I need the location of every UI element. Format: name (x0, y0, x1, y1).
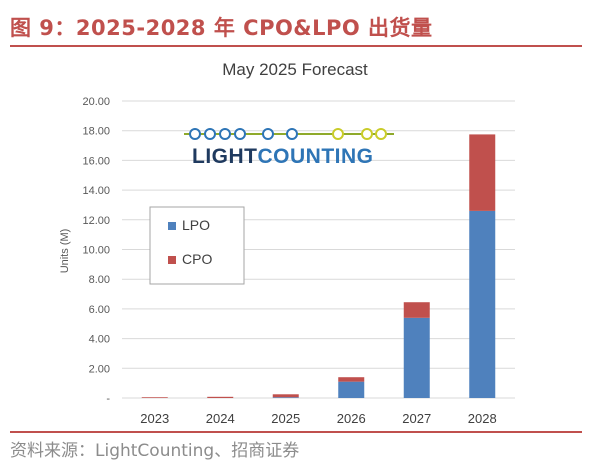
x-tick-label: 2028 (468, 411, 497, 426)
y-tick-label: 2.00 (89, 363, 110, 375)
x-tick-label: 2024 (206, 411, 235, 426)
logo-text-light: COUNTING (258, 145, 374, 168)
bar-lpo-2027 (403, 317, 430, 398)
x-tick-labels: 2023 2024 2025 2026 2027 2028 (140, 411, 496, 426)
y-tick-label: 20.00 (82, 96, 110, 108)
source-note: 资料来源：LightCounting、招商证券 (10, 441, 300, 461)
y-tick-label: - (106, 393, 110, 405)
bar-cpo-2027 (403, 302, 430, 318)
y-tick-label: 8.00 (89, 274, 110, 286)
bar-cpo-2028 (469, 134, 496, 211)
x-tick-label: 2025 (271, 411, 300, 426)
figure-title: 图 9：2025-2028 年 CPO&LPO 出货量 (10, 16, 433, 40)
legend-label-lpo: LPO (182, 217, 210, 233)
bar-cpo-2024 (207, 396, 234, 398)
y-tick-label: 14.00 (82, 185, 110, 197)
bars (141, 134, 496, 398)
svg-text:LIGHTCOUNTING: LIGHTCOUNTING (192, 145, 374, 168)
y-tick-label: 6.00 (89, 304, 110, 316)
y-axis-label: Units (M) (59, 229, 71, 274)
y-tick-label: 10.00 (82, 245, 110, 257)
legend-swatch-cpo (168, 256, 176, 264)
logo: LIGHTCOUNTING (184, 128, 394, 168)
legend-swatch-lpo (168, 222, 176, 230)
logo-dots-icon (184, 128, 394, 140)
bar-cpo-2026 (338, 377, 365, 382)
legend-label-cpo: CPO (182, 251, 212, 267)
title-rule (10, 45, 582, 47)
chart-title: May 2025 Forecast (222, 60, 368, 79)
gridlines (122, 100, 515, 399)
y-tick-label: 12.00 (82, 215, 110, 227)
x-tick-label: 2027 (402, 411, 431, 426)
y-tick-label: 4.00 (89, 334, 110, 346)
bar-lpo-2028 (469, 210, 496, 398)
source-rule (10, 431, 582, 433)
bar-lpo-2026 (338, 381, 365, 398)
y-tick-label: 16.00 (82, 155, 110, 167)
bar-cpo-2023 (141, 397, 168, 398)
legend: LPO CPO (149, 206, 245, 285)
x-tick-label: 2026 (337, 411, 366, 426)
x-tick-label: 2023 (140, 411, 169, 426)
logo-text-dark: LIGHT (192, 145, 258, 168)
bar-lpo-2025 (272, 397, 299, 398)
y-tick-labels: - 2.00 4.00 6.00 8.00 10.00 12.00 14.00 16.00 18.… (82, 96, 110, 405)
bar-cpo-2025 (272, 394, 299, 398)
y-tick-label: 18.00 (82, 126, 110, 138)
